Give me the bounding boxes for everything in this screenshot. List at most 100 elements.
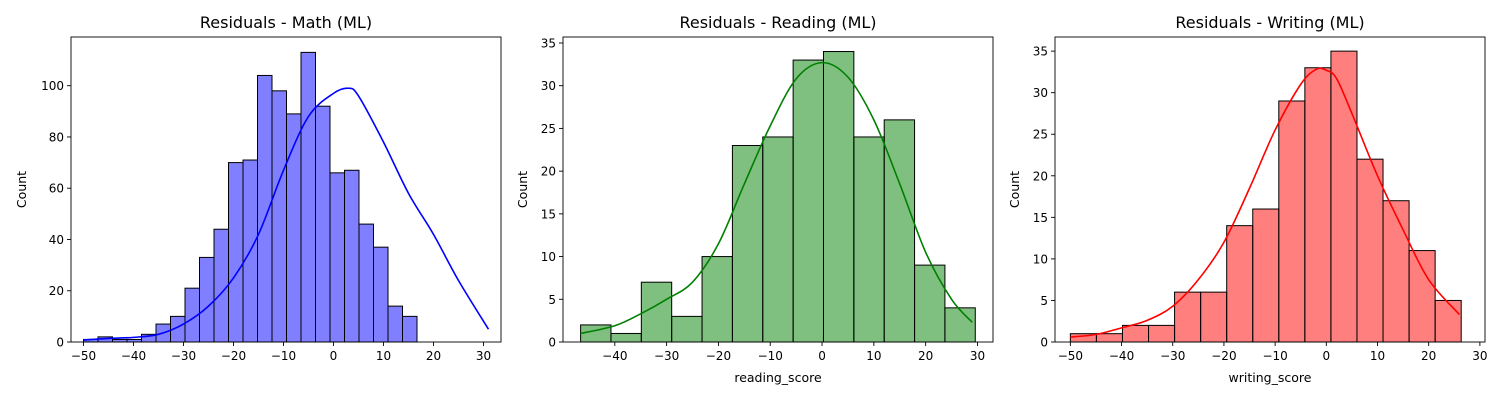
x-axis-label: writing_score	[1229, 370, 1312, 385]
chart-panel-3: −50 −40 −30 −20 −10 0 10 20 30 0 5 10 15 20 25 30 35 Resi…	[1007, 13, 1488, 385]
chart-panel-1: −50 −40 −30 −20 −10 0 10 20 30 0 20 40 60 80 100 Residu…	[14, 13, 502, 363]
histogram-bar	[944, 307, 976, 343]
x-tick-label: 0	[1322, 349, 1330, 363]
histogram-bar	[1408, 250, 1436, 343]
x-tick-label: −10	[758, 349, 783, 363]
x-tick-label: −20	[1211, 349, 1236, 363]
y-tick-label: 25	[1033, 128, 1048, 142]
x-tick-label: −20	[221, 349, 246, 363]
y-tick-label: 80	[49, 130, 64, 144]
histogram-bar	[1148, 324, 1176, 343]
x-tick-label: 30	[1472, 349, 1487, 363]
chart-panel-2: −40 −30 −20 −10 0 10 20 30 0 5 10 15 20 25 30 35 Residua…	[515, 13, 994, 385]
x-tick-label: 30	[476, 349, 491, 363]
y-tick-label: 0	[56, 336, 64, 350]
x-tick-label: −30	[171, 349, 196, 363]
histogram-bar	[822, 51, 855, 343]
x-tick-label: 10	[1370, 349, 1385, 363]
histogram-bar	[300, 51, 316, 343]
histogram-bar	[387, 305, 403, 343]
histogram-bar	[373, 246, 389, 343]
x-tick-label: −40	[602, 349, 627, 363]
y-tick-label: 10	[1033, 252, 1048, 266]
x-axis-label: reading_score	[734, 370, 822, 385]
histogram-bar	[792, 59, 824, 343]
x-tick-label: −10	[271, 349, 296, 363]
y-tick-label: 35	[541, 36, 556, 50]
histogram-bar	[358, 223, 374, 343]
histogram-bar	[1121, 324, 1150, 343]
chart-title: Residuals - Math (ML)	[200, 13, 372, 32]
y-tick-label: 0	[1040, 336, 1048, 350]
x-tick-label: −40	[1109, 349, 1134, 363]
x-tick-label: −20	[706, 349, 731, 363]
x-tick-label: −50	[71, 349, 96, 363]
x-tick-label: 0	[330, 349, 338, 363]
x-tick-label: 30	[970, 349, 985, 363]
kde-line	[580, 61, 973, 335]
histogram-bar	[1278, 100, 1306, 343]
y-tick-label: 20	[49, 284, 64, 298]
y-tick-label: 20	[541, 165, 556, 179]
histogram-bar	[199, 256, 215, 343]
histogram-bar	[1304, 67, 1332, 343]
histogram-bar	[883, 119, 916, 343]
y-axis-label: Count	[1007, 171, 1022, 208]
axes-frame	[1054, 36, 1486, 343]
y-axis-label: Count	[14, 171, 29, 208]
x-tick-label: 10	[866, 349, 881, 363]
histogram-bar	[671, 315, 703, 343]
y-tick-label: 0	[548, 336, 556, 350]
histogram-bar	[315, 105, 331, 343]
y-tick-label: 20	[1033, 169, 1048, 183]
histogram-bar	[329, 172, 345, 343]
y-tick-label: 10	[541, 250, 556, 264]
histogram-bar	[402, 315, 418, 343]
y-tick-label: 5	[548, 293, 556, 307]
x-tick-label: −30	[654, 349, 679, 363]
y-tick-label: 100	[41, 79, 64, 93]
x-tick-label: 20	[1421, 349, 1436, 363]
y-axis-label: Count	[515, 171, 530, 208]
histogram-bar	[1095, 333, 1123, 343]
x-tick-label: 0	[818, 349, 826, 363]
histogram-bar	[1252, 208, 1280, 343]
kde-line	[1070, 67, 1461, 338]
axes-frame	[70, 36, 502, 343]
y-tick-label: 35	[1033, 45, 1048, 59]
histogram-bar	[762, 136, 794, 343]
x-tick-label: −10	[1262, 349, 1287, 363]
chart-title: Residuals - Reading (ML)	[679, 13, 876, 32]
x-tick-label: −40	[121, 349, 146, 363]
histogram-bar	[344, 169, 360, 343]
histogram-bar	[610, 332, 642, 343]
histogram-bar	[914, 264, 946, 343]
y-tick-label: 5	[1040, 294, 1048, 308]
x-tick-label: 20	[426, 349, 441, 363]
histogram-bar	[228, 162, 244, 343]
kde-line	[83, 87, 490, 341]
histogram-bar	[1226, 225, 1254, 343]
y-tick-label: 30	[1033, 86, 1048, 100]
histogram-bar	[257, 74, 273, 343]
histogram-bar	[701, 256, 733, 343]
histogram-bar	[213, 228, 229, 343]
histogram-bar	[271, 90, 287, 343]
axes-frame	[562, 36, 994, 343]
x-tick-label: −30	[1160, 349, 1185, 363]
y-tick-label: 60	[49, 182, 64, 196]
y-tick-label: 15	[1033, 211, 1048, 225]
chart-title: Residuals - Writing (ML)	[1175, 13, 1364, 32]
y-tick-label: 30	[541, 79, 556, 93]
y-tick-label: 15	[541, 207, 556, 221]
x-tick-label: 20	[918, 349, 933, 363]
x-tick-label: −50	[1058, 349, 1083, 363]
y-tick-label: 25	[541, 122, 556, 136]
x-tick-label: 10	[376, 349, 391, 363]
histogram-bar	[640, 281, 673, 343]
histogram-bar	[1356, 158, 1384, 343]
histogram-bar	[1434, 299, 1462, 343]
histogram-bar	[1174, 291, 1202, 343]
y-tick-label: 40	[49, 233, 64, 247]
